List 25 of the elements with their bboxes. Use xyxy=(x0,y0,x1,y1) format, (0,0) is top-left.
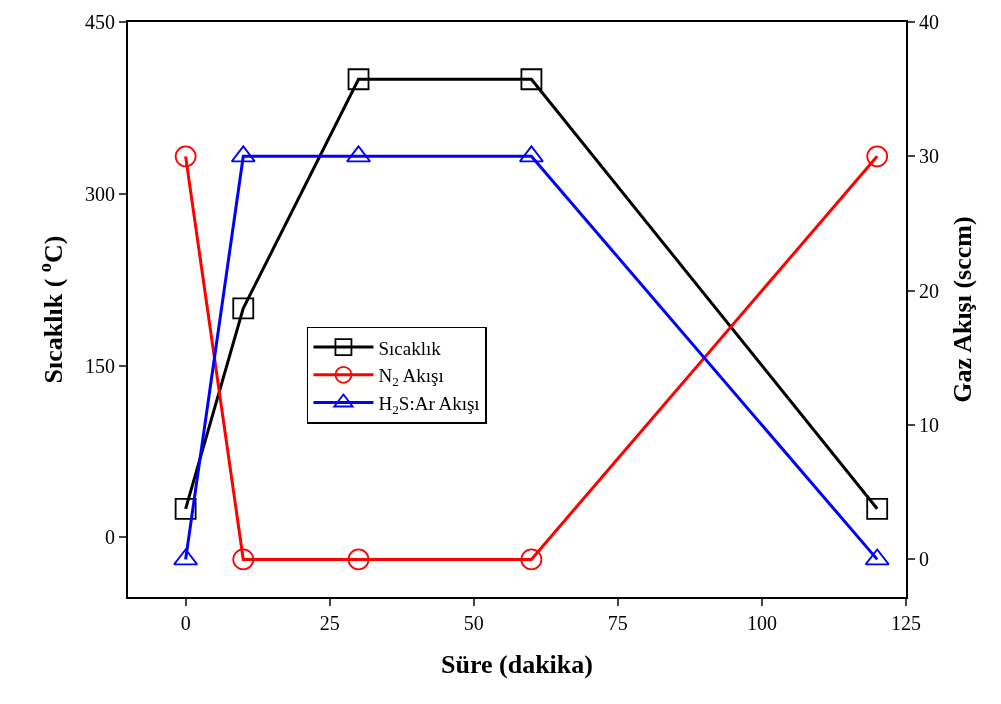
legend-label: Sıcaklık xyxy=(378,337,442,359)
point xyxy=(347,68,370,91)
x-tick-label: 100 xyxy=(746,612,777,634)
point xyxy=(520,68,543,91)
y2-tick-label: 30 xyxy=(919,145,939,168)
y2-tick-label: 10 xyxy=(919,414,939,437)
y2-tick-label: 40 xyxy=(919,11,939,33)
x-tick-label: 0 xyxy=(180,612,191,634)
y2-tick-label: 0 xyxy=(919,548,929,571)
legend-label: N$_{2}$ Akışı xyxy=(378,365,444,390)
x-tick-label: 75 xyxy=(607,612,628,634)
x-tick-label: 125 xyxy=(891,612,921,634)
x-axis-title: Süre (dakika) xyxy=(441,650,593,680)
y-tick-label: 300 xyxy=(85,182,115,205)
y-tick-label: 0 xyxy=(105,526,115,549)
y2-tick-label: 20 xyxy=(919,279,939,302)
point xyxy=(174,497,197,520)
y-tick-label: 450 xyxy=(85,11,115,33)
legend-label: H$_{2}$S:Ar Akışı xyxy=(378,392,480,417)
y-tick-label: 150 xyxy=(85,354,115,377)
y2-axis-title: Gaz Akışı (sccm) xyxy=(948,216,978,403)
x-tick-label: 25 xyxy=(319,612,340,634)
point xyxy=(232,297,255,320)
point xyxy=(866,497,889,520)
x-tick-label: 50 xyxy=(463,612,484,634)
